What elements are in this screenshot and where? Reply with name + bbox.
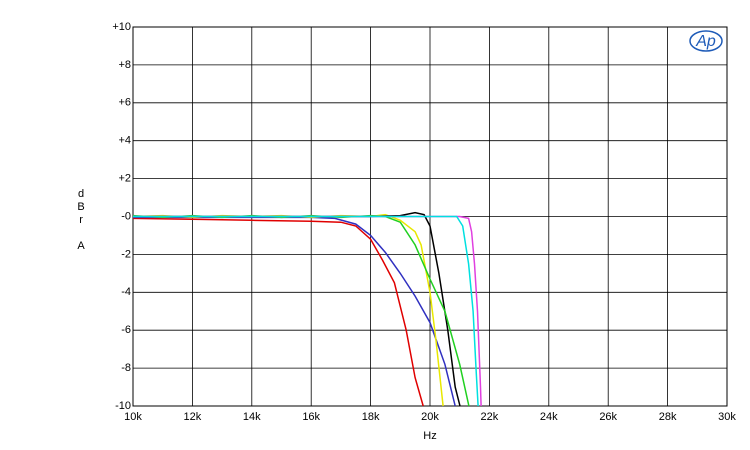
- logo-ring: [689, 30, 723, 52]
- x-tick-label: 14k: [243, 411, 261, 423]
- x-tick-label: 10k: [124, 411, 142, 423]
- y-tick-label: -2: [121, 248, 131, 260]
- x-tick-label: 24k: [540, 411, 558, 423]
- x-tick-label: 22k: [481, 411, 499, 423]
- y-tick-label: -10: [115, 400, 131, 412]
- y-tick-label: -0: [121, 210, 131, 222]
- y-tick-label: -8: [121, 362, 131, 374]
- y-tick-label: +4: [118, 135, 131, 147]
- logo: Ap: [695, 33, 716, 50]
- y-tick-label: -4: [121, 286, 131, 298]
- x-tick-label: 26k: [599, 411, 617, 423]
- x-tick-label: 30k: [718, 411, 736, 423]
- y-tick-label: -6: [121, 324, 131, 336]
- x-tick-label: 28k: [659, 411, 677, 423]
- y-tick-label: +8: [118, 59, 131, 71]
- series-line: [133, 215, 479, 407]
- y-axis-label: dBr A: [75, 188, 87, 253]
- x-tick-label: 20k: [421, 411, 439, 423]
- x-tick-label: 16k: [302, 411, 320, 423]
- x-tick-label: 12k: [184, 411, 202, 423]
- series-line: [133, 216, 456, 407]
- y-tick-label: +10: [112, 21, 131, 33]
- x-axis-label: Hz: [423, 430, 436, 442]
- y-tick-label: +6: [118, 97, 131, 109]
- x-tick-label: 18k: [362, 411, 380, 423]
- series-line: [132, 217, 424, 407]
- y-tick-label: +2: [118, 173, 131, 185]
